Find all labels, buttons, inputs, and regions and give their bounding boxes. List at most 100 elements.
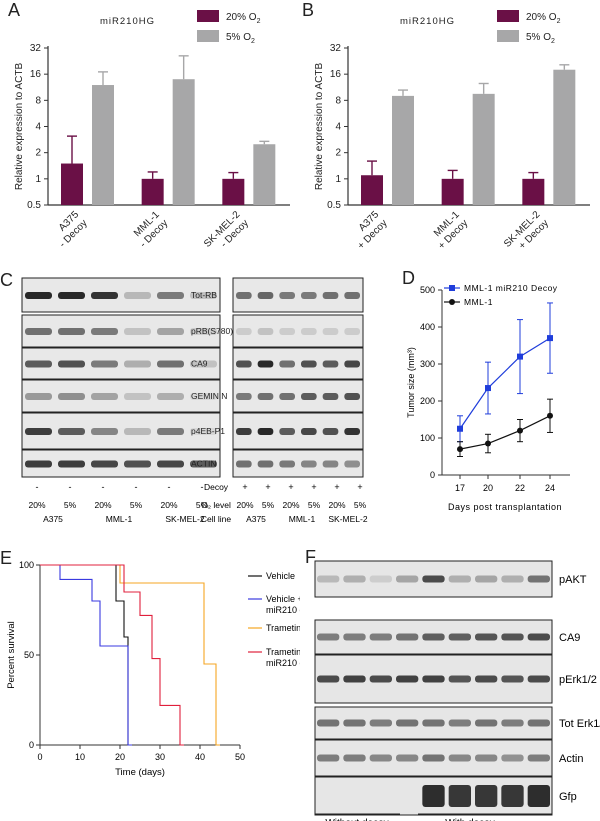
decoy-sign: - — [36, 482, 39, 492]
blot-band — [501, 575, 524, 583]
legend-label: Trametinib — [266, 623, 300, 633]
blot-band — [157, 460, 184, 468]
o2-level: 5% — [130, 500, 143, 510]
y-tick-label: 8 — [335, 95, 341, 106]
category-label: A375+ Decoy — [356, 209, 390, 252]
blot-strip — [21, 314, 221, 348]
bar — [392, 95, 414, 205]
blot-band — [91, 292, 118, 299]
cell-line: SK-MEL-2 — [328, 514, 367, 524]
category-label: SK-MEL-2+ Decoy — [502, 209, 551, 252]
survival-curve — [40, 564, 184, 746]
legend-label: Trametinib + — [266, 647, 300, 657]
x-tick-label: 20 — [115, 752, 125, 762]
legend-swatch — [197, 30, 219, 42]
blot-band — [58, 428, 85, 435]
panel-letter-b: B — [302, 0, 315, 20]
blot-band — [344, 328, 360, 335]
legend-label: MML-1 — [464, 297, 493, 307]
blot-row-label: Tot-RB — [191, 290, 217, 300]
x-tick-label: 24 — [545, 483, 555, 493]
y-tick-label: 16 — [30, 69, 42, 80]
o2-level-label: O₂ level — [201, 500, 231, 510]
blot-band — [91, 428, 118, 435]
blot-band — [301, 360, 317, 368]
y-tick-label: 400 — [420, 322, 435, 332]
x-tick-label: 40 — [195, 752, 205, 762]
cell-line-label: Cell line — [201, 514, 232, 524]
decoy-sign: + — [311, 482, 316, 492]
x-tick-label: 50 — [235, 752, 245, 762]
blot-band — [501, 754, 524, 762]
blot-band — [448, 633, 471, 641]
blot-band — [396, 575, 419, 583]
o2-level: 20% — [282, 500, 299, 510]
blot-strip — [232, 347, 364, 380]
blot-band — [501, 633, 524, 641]
category-label: A375- Decoy — [57, 209, 90, 250]
blot-band — [422, 754, 445, 762]
y-axis-label: Relative expression to ACTB — [314, 63, 325, 191]
blot-band — [91, 460, 118, 468]
o2-level: 5% — [308, 500, 321, 510]
decoy-sign: - — [135, 482, 138, 492]
blot-strip — [21, 347, 221, 380]
panel-letter-e: E — [0, 548, 13, 568]
blot-band — [322, 292, 339, 299]
blot-band — [448, 754, 471, 762]
y-axis-label: Tumor size (mm³) — [406, 347, 416, 418]
western-blot-c: Tot-RB pRB(S780) CA9 GEMININ p4EB-P1 ACTIN - - -… — [21, 277, 368, 524]
y-tick-label: 0 — [29, 740, 34, 750]
y-tick-label: 0.5 — [27, 200, 41, 211]
blot-row-label: pErk1/2 — [559, 674, 597, 686]
blot-band — [369, 575, 392, 583]
blot-band — [190, 360, 217, 368]
blot-band — [124, 328, 151, 335]
group-label: Without decoy — [325, 818, 388, 821]
y-tick-label: 1 — [35, 174, 41, 185]
o2-level: 5% — [354, 500, 367, 510]
blot-band — [257, 328, 274, 335]
o2-level: 20% — [28, 500, 45, 510]
y-tick-label: 1 — [335, 174, 341, 185]
o2-level: 5% — [64, 500, 77, 510]
blot-band — [448, 785, 471, 807]
blot-band — [279, 393, 295, 400]
decoy-sign: + — [357, 482, 362, 492]
blot-band — [157, 393, 184, 400]
blot-band — [236, 292, 252, 299]
blot-band — [501, 675, 524, 683]
blot-band — [25, 328, 52, 335]
decoy-sign: - — [168, 482, 171, 492]
y-tick-label: 4 — [35, 122, 41, 133]
blot-band — [124, 292, 151, 299]
blot-band — [58, 460, 85, 468]
y-axis-label: Relative expression to ACTB — [14, 63, 25, 191]
cell-line: A375 — [246, 514, 266, 524]
panel-letter-c: C — [0, 270, 13, 290]
decoy-sign: + — [288, 482, 293, 492]
category-label: MML-1+ Decoy — [432, 209, 470, 252]
blot-band — [344, 460, 360, 468]
blot-row-label: Actin — [559, 753, 583, 765]
cell-line: MML-1 — [289, 514, 316, 524]
blot-band — [25, 360, 52, 368]
bar — [222, 178, 245, 205]
y-tick-label: 100 — [19, 560, 34, 570]
blot-band — [58, 393, 85, 400]
bar-chart-a: 0.5 1 2 4 8 16 32 miR210HG Relative expression t… — [14, 10, 290, 250]
decoy-sign: - — [201, 482, 204, 492]
o2-level: 5% — [262, 500, 275, 510]
group-label: With decoy — [445, 818, 494, 821]
chart-title: miR210HG — [100, 16, 155, 27]
blot-band — [301, 428, 317, 435]
survival-curve — [40, 564, 220, 746]
panel-letter-f: F — [305, 547, 316, 567]
legend-label: MML-1 miR210 Decoy — [464, 283, 558, 293]
blot-band — [396, 633, 419, 641]
y-tick-label: 100 — [420, 433, 435, 443]
blot-band — [279, 328, 295, 335]
blot-band — [396, 719, 419, 727]
blot-band — [527, 754, 550, 762]
blot-band — [475, 575, 498, 583]
